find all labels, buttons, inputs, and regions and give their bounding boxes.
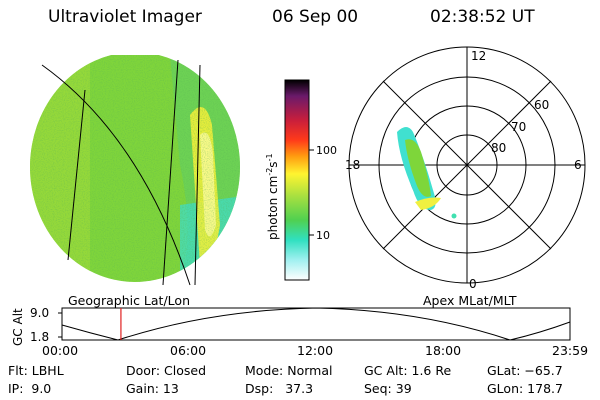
instrument-title: Ultraviolet Imager	[48, 7, 202, 27]
mlt-6: 6	[574, 158, 582, 172]
xtick-2359: 23:59	[552, 343, 589, 358]
geographic-image	[30, 55, 240, 286]
time-label: 02:38:52 UT	[430, 7, 535, 27]
info-glon: GLon: 178.7	[487, 381, 563, 396]
info-ip: IP: 9.0	[8, 381, 52, 396]
info-glat: GLat: −65.7	[487, 363, 563, 378]
mlt-12: 12	[471, 49, 486, 63]
mlat-60: 60	[534, 98, 549, 112]
left-panel-label: Geographic Lat/Lon	[68, 293, 190, 308]
info-gcalt: GC Alt: 1.6 Re	[364, 363, 452, 378]
timeline-ylabel: GC Alt	[11, 308, 25, 346]
colorbar: 100 10 photon cm-2s-1	[265, 79, 337, 281]
date-label: 06 Sep 00	[272, 7, 359, 27]
altitude-timeline: GC Alt 9.0 1.8	[11, 306, 571, 346]
colorbar-tick-10: 10	[316, 229, 330, 242]
info-mode: Mode: Normal	[245, 363, 333, 378]
xtick-1800: 18:00	[425, 343, 462, 358]
info-flt: Flt: LBHL	[8, 363, 64, 378]
info-door: Door: Closed	[126, 363, 207, 378]
info-gain: Gain: 13	[126, 381, 179, 396]
polar-plot: 12 18 6 0 60 70 80	[345, 46, 586, 290]
colorbar-label: photon cm-2s-1	[265, 153, 280, 240]
mlat-80: 80	[491, 141, 506, 155]
mlt-18: 18	[345, 158, 360, 172]
colorbar-tick-100: 100	[316, 144, 337, 157]
xtick-0000: 00:00	[42, 343, 79, 358]
mlt-0: 0	[469, 277, 477, 290]
right-panel-label: Apex MLat/MLT	[423, 293, 517, 308]
aurora-oval	[397, 127, 457, 219]
xtick-1200: 12:00	[297, 343, 334, 358]
altitude-curve	[61, 307, 571, 341]
ytick-9: 9.0	[30, 306, 49, 320]
ytick-1-8: 1.8	[30, 330, 49, 344]
mlat-70: 70	[511, 120, 526, 134]
colorbar-scale	[284, 79, 310, 281]
xtick-0600: 06:00	[170, 343, 207, 358]
info-dsp: Dsp: 37.3	[245, 381, 314, 396]
geographic-grid	[41, 59, 201, 286]
polar-grid	[348, 46, 586, 284]
info-seq: Seq: 39	[364, 381, 412, 396]
